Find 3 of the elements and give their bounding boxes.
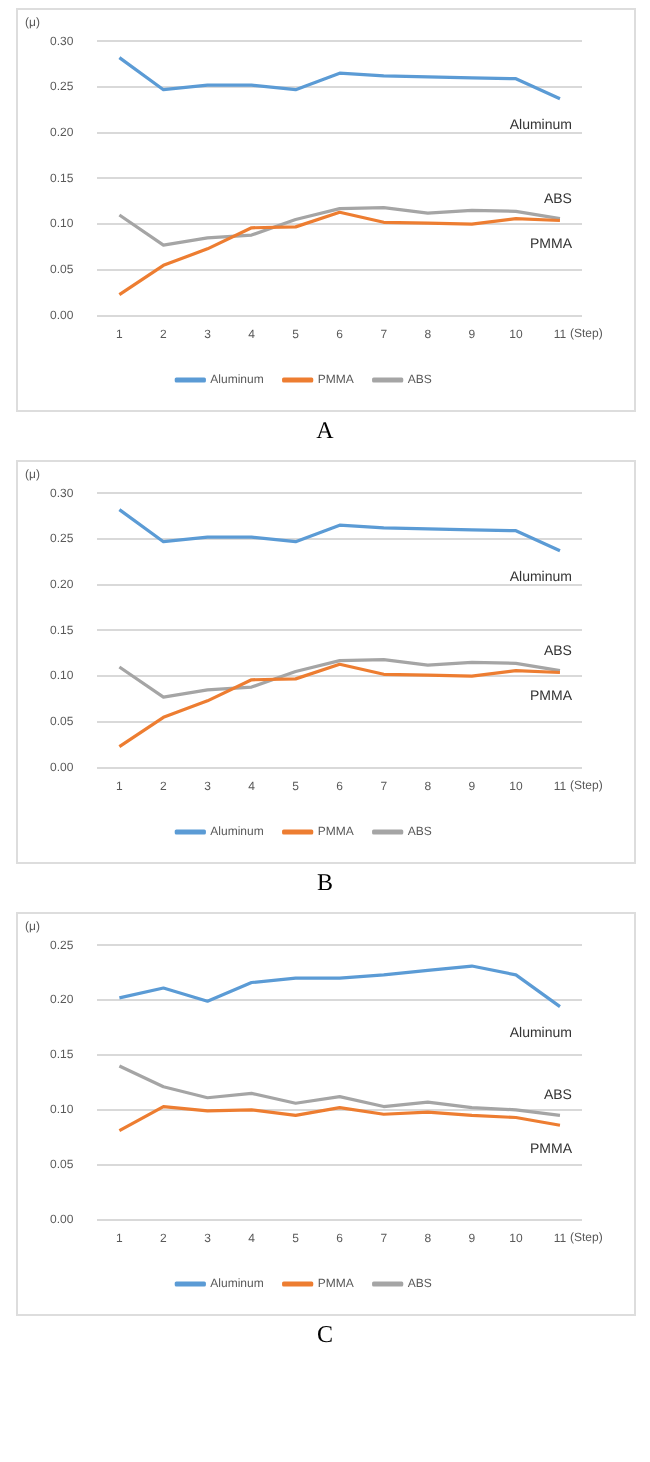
text: B	[314, 866, 335, 900]
text: C	[314, 1318, 335, 1352]
text: A	[314, 414, 336, 448]
